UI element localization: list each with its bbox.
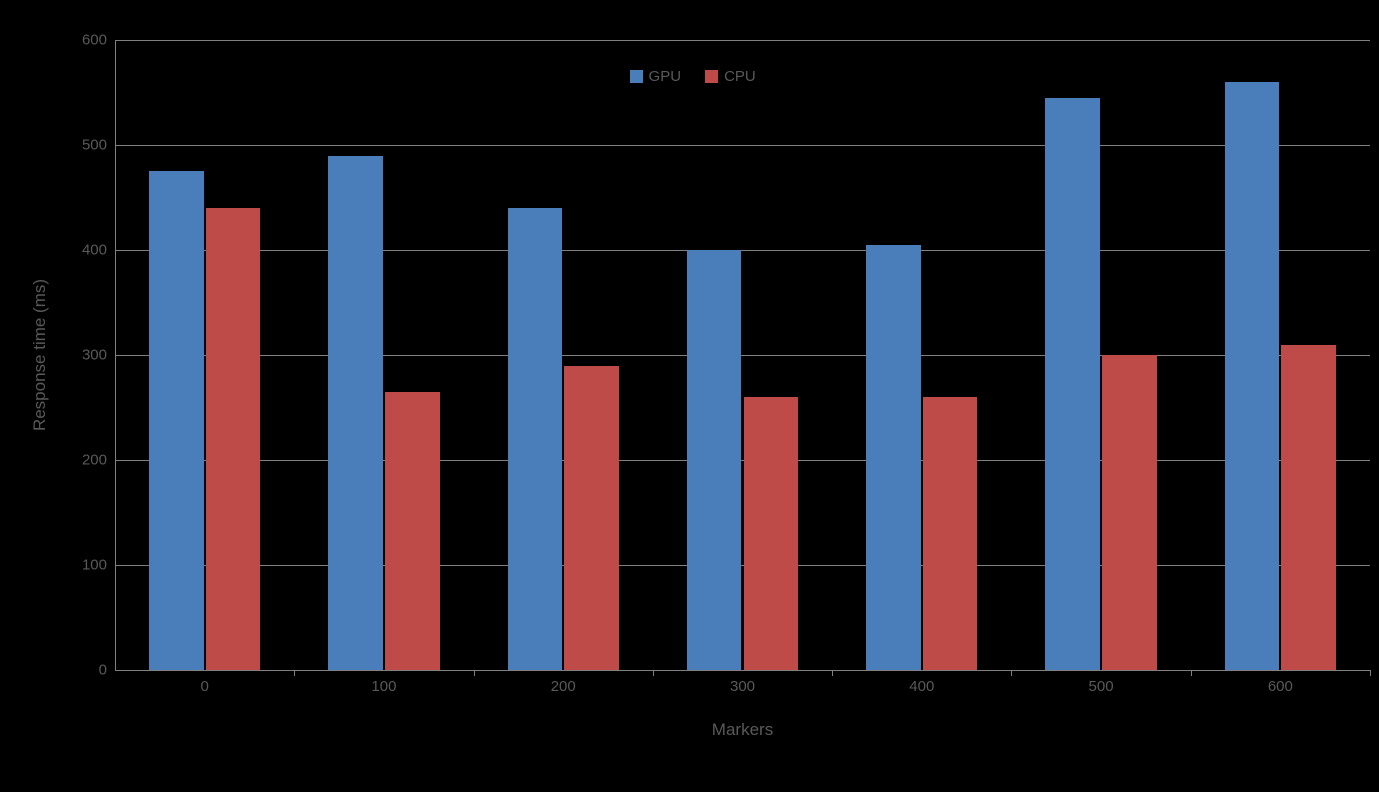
bar-gpu xyxy=(1045,98,1100,670)
legend: GPU CPU xyxy=(630,68,756,85)
bar-cpu xyxy=(385,392,440,670)
bar-gpu xyxy=(1225,82,1280,670)
x-tick-mark xyxy=(1011,670,1012,676)
bar-cpu xyxy=(206,208,261,670)
bar-gpu xyxy=(328,156,383,671)
x-tick-label: 0 xyxy=(200,670,208,695)
bar-cpu xyxy=(923,397,978,670)
x-tick-label: 200 xyxy=(551,670,576,695)
bar-gpu xyxy=(687,250,742,670)
legend-swatch xyxy=(630,70,643,83)
x-tick-label: 500 xyxy=(1089,670,1114,695)
y-axis-line xyxy=(115,40,116,670)
y-axis-title: Response time (ms) xyxy=(30,279,50,431)
x-tick-mark xyxy=(832,670,833,676)
x-tick-label: 600 xyxy=(1268,670,1293,695)
y-tick-label: 0 xyxy=(99,662,115,679)
bar-cpu xyxy=(1102,355,1157,670)
y-tick-label: 200 xyxy=(82,452,115,469)
gridline xyxy=(115,565,1370,566)
x-tick-mark xyxy=(653,670,654,676)
bar-cpu xyxy=(744,397,799,670)
gridline xyxy=(115,460,1370,461)
legend-label: GPU xyxy=(649,68,682,85)
x-tick-label: 400 xyxy=(909,670,934,695)
bar-cpu xyxy=(564,366,619,671)
x-tick-mark xyxy=(1191,670,1192,676)
y-tick-label: 300 xyxy=(82,347,115,364)
bar-gpu xyxy=(149,171,204,670)
y-tick-label: 400 xyxy=(82,242,115,259)
x-tick-mark xyxy=(294,670,295,676)
bar-chart: 01002003004005006000100200300400500600 G… xyxy=(0,0,1379,792)
y-tick-label: 600 xyxy=(82,32,115,49)
bar-gpu xyxy=(508,208,563,670)
x-tick-mark xyxy=(474,670,475,676)
y-tick-label: 100 xyxy=(82,557,115,574)
gridline xyxy=(115,40,1370,41)
legend-item-gpu: GPU xyxy=(630,68,682,85)
gridline xyxy=(115,145,1370,146)
x-tick-label: 100 xyxy=(371,670,396,695)
bar-gpu xyxy=(866,245,921,670)
gridline xyxy=(115,250,1370,251)
x-axis-title: Markers xyxy=(712,720,773,740)
y-tick-label: 500 xyxy=(82,137,115,154)
bar-cpu xyxy=(1281,345,1336,671)
legend-swatch xyxy=(705,70,718,83)
x-tick-mark xyxy=(1370,670,1371,676)
x-tick-label: 300 xyxy=(730,670,755,695)
legend-item-cpu: CPU xyxy=(705,68,756,85)
plot-area: 01002003004005006000100200300400500600 xyxy=(115,40,1370,670)
gridline xyxy=(115,355,1370,356)
legend-label: CPU xyxy=(724,68,756,85)
